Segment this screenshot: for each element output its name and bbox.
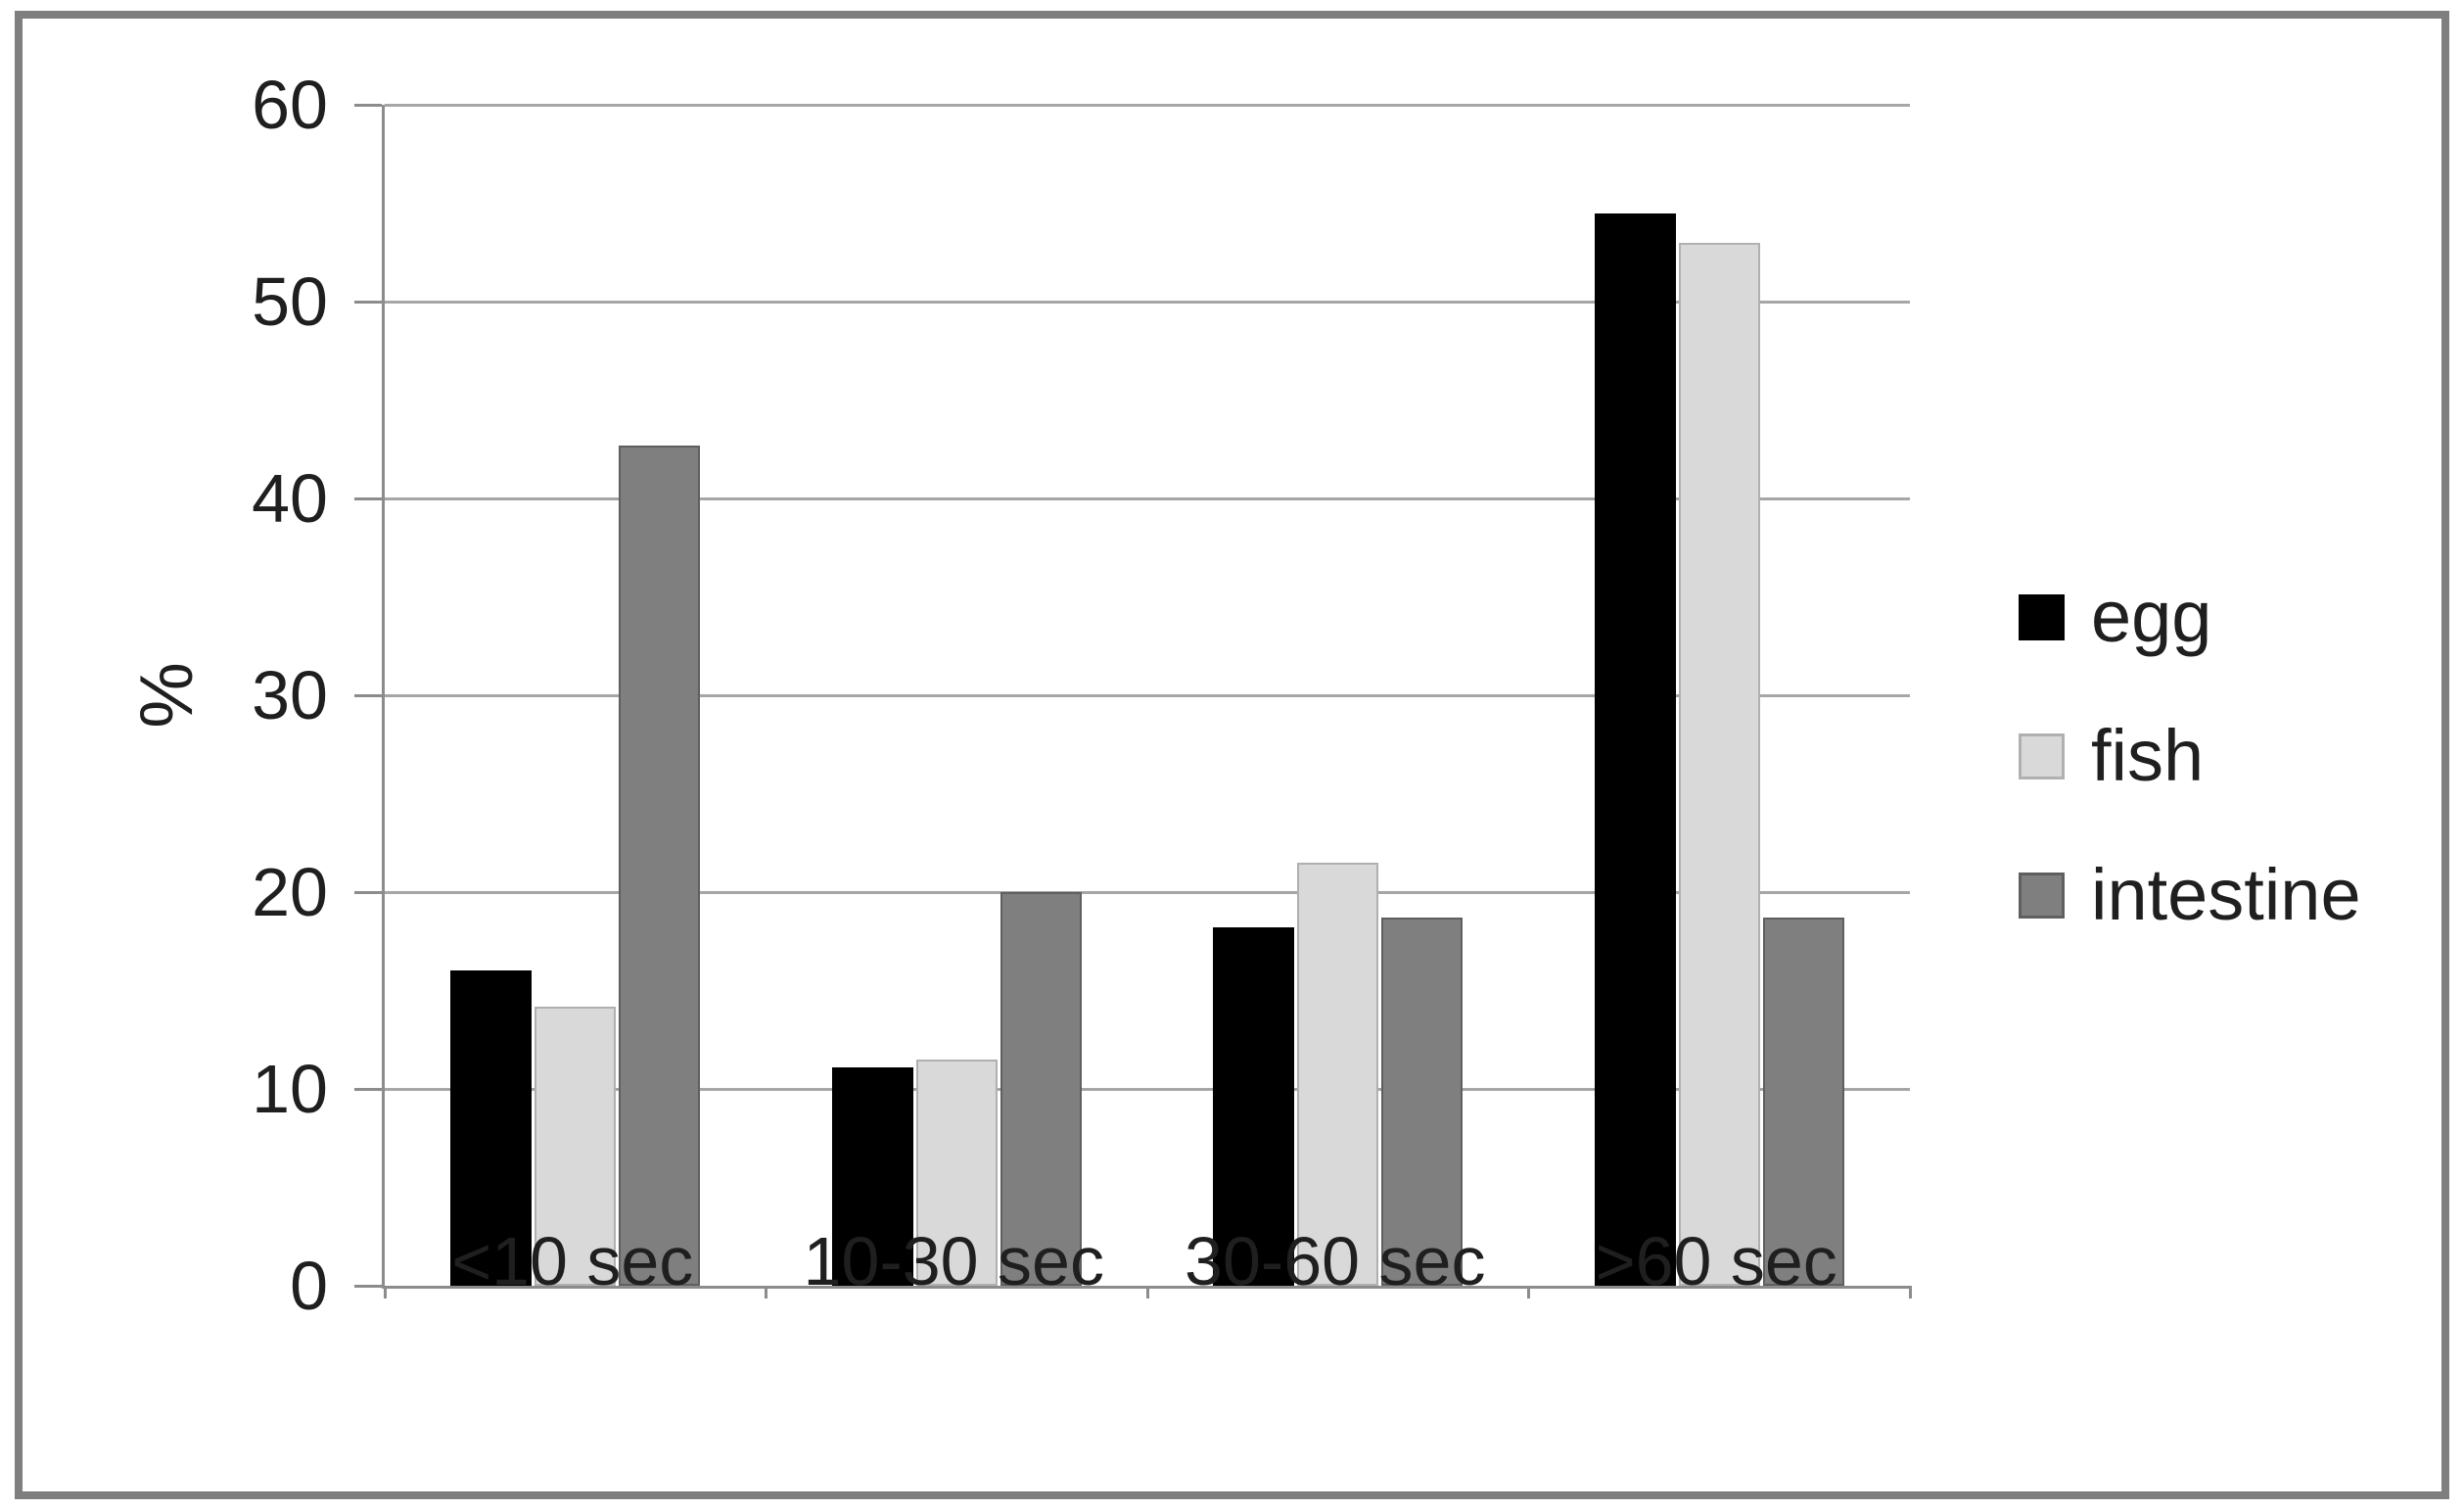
bar-intestine-10-30 sec	[1000, 892, 1082, 1286]
x-tick-0	[383, 1286, 387, 1298]
bar-intestine-30-60 sec	[1381, 918, 1464, 1286]
x-tick-3	[1527, 1286, 1530, 1298]
y-axis-label-60: 60	[252, 67, 328, 143]
y-axis-label-20: 20	[252, 854, 328, 930]
y-axis-label-10: 10	[252, 1051, 328, 1127]
bar-fish->60 sec	[1678, 242, 1760, 1286]
legend-swatch-egg-icon	[2019, 593, 2065, 640]
gridline-40	[385, 496, 1910, 500]
gridline-20	[385, 890, 1910, 894]
x-axis-label-10-30 sec: 10-30 sec	[803, 1223, 1104, 1299]
y-tick-40	[354, 496, 382, 500]
x-tick-2	[1145, 1286, 1149, 1298]
gridline-60	[385, 103, 1910, 107]
y-axis-label-0: 0	[290, 1248, 328, 1324]
bar-egg-10-30 sec	[831, 1066, 913, 1286]
legend-swatch-fish-icon	[2019, 732, 2065, 779]
bar-fish-<10 sec	[535, 1006, 617, 1286]
bar-egg-30-60 sec	[1213, 927, 1295, 1286]
bar-intestine->60 sec	[1762, 918, 1844, 1286]
y-tick-60	[354, 103, 382, 107]
legend-item-egg: egg	[2019, 580, 2361, 654]
y-tick-20	[354, 890, 382, 894]
bar-fish-10-30 sec	[915, 1059, 998, 1286]
legend: egg fish intestine	[2019, 580, 2361, 932]
y-tick-10	[354, 1087, 382, 1091]
y-axis-label-50: 50	[252, 263, 328, 340]
bar-egg-<10 sec	[450, 970, 533, 1286]
y-tick-50	[354, 300, 382, 304]
gridline-50	[385, 300, 1910, 304]
x-axis-label->60 sec: >60 sec	[1595, 1223, 1837, 1299]
x-axis-label-30-60 sec: 30-60 sec	[1185, 1223, 1486, 1299]
legend-item-intestine: intestine	[2019, 858, 2361, 932]
bar-egg->60 sec	[1594, 212, 1676, 1286]
y-tick-30	[354, 693, 382, 697]
gridline-30	[385, 693, 1910, 697]
y-tick-0	[354, 1284, 382, 1288]
legend-label-egg: egg	[2091, 576, 2212, 657]
bar-intestine-<10 sec	[619, 445, 701, 1286]
x-axis-label-<10 sec: <10 sec	[451, 1223, 694, 1299]
legend-label-intestine: intestine	[2091, 854, 2361, 935]
legend-swatch-intestine-icon	[2019, 872, 2065, 919]
x-tick-1	[765, 1286, 767, 1298]
x-tick-4	[1908, 1286, 1912, 1298]
legend-item-fish: fish	[2019, 719, 2361, 793]
bar-fish-30-60 sec	[1297, 862, 1379, 1286]
y-axis-label-30: 30	[252, 657, 328, 733]
plot-area	[354, 103, 1912, 1298]
y-axis-label-40: 40	[252, 460, 328, 537]
gridline-10	[385, 1087, 1910, 1091]
legend-label-fish: fish	[2091, 715, 2205, 796]
